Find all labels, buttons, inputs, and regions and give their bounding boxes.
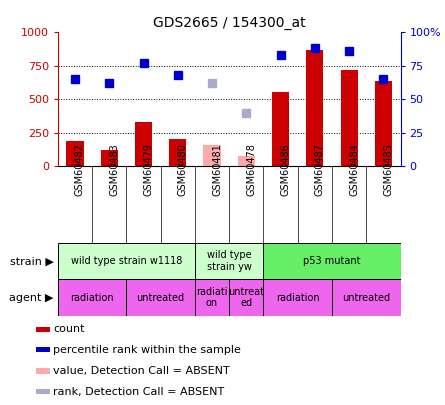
Bar [203, 145, 221, 166]
Text: untreated: untreated [342, 293, 390, 303]
Text: p53 mutant: p53 mutant [303, 256, 361, 266]
Text: GSM60478: GSM60478 [247, 143, 256, 196]
Bar [375, 81, 392, 166]
Text: strain ▶: strain ▶ [9, 256, 53, 266]
Text: agent ▶: agent ▶ [9, 293, 53, 303]
Bar [332, 279, 400, 316]
Text: percentile rank within the sample: percentile rank within the sample [53, 345, 241, 355]
Bar [195, 279, 229, 316]
Text: GSM60485: GSM60485 [384, 143, 393, 196]
Bar [306, 50, 324, 166]
Text: GSM60486: GSM60486 [281, 143, 291, 196]
Bar [36, 389, 50, 394]
Bar [340, 70, 358, 166]
Text: wild type
strain yw: wild type strain yw [207, 250, 251, 272]
Text: count: count [53, 324, 85, 334]
Text: GSM60481: GSM60481 [212, 143, 222, 196]
Bar [238, 156, 255, 166]
Text: GSM60479: GSM60479 [143, 143, 154, 196]
Text: untreated: untreated [137, 293, 185, 303]
Text: radiation: radiation [276, 293, 320, 303]
Text: radiation: radiation [70, 293, 114, 303]
Bar [36, 369, 50, 374]
Bar [263, 243, 400, 279]
Title: GDS2665 / 154300_at: GDS2665 / 154300_at [153, 16, 305, 30]
Bar [36, 347, 50, 352]
Bar [135, 122, 152, 166]
Text: GSM60484: GSM60484 [349, 143, 359, 196]
Bar [101, 150, 118, 166]
Bar [272, 92, 289, 166]
Bar [36, 326, 50, 332]
Bar [169, 139, 186, 166]
Bar [126, 279, 195, 316]
Text: untreat
ed: untreat ed [228, 287, 264, 309]
Text: GSM60480: GSM60480 [178, 143, 188, 196]
Bar [263, 279, 332, 316]
Bar [58, 279, 126, 316]
Text: GSM60487: GSM60487 [315, 143, 325, 196]
Bar [195, 243, 263, 279]
Bar [229, 279, 263, 316]
Bar [58, 243, 195, 279]
Text: wild type strain w1118: wild type strain w1118 [71, 256, 182, 266]
Text: rank, Detection Call = ABSENT: rank, Detection Call = ABSENT [53, 387, 224, 396]
Text: radiati
on: radiati on [196, 287, 228, 309]
Text: GSM60483: GSM60483 [109, 143, 119, 196]
Text: GSM60482: GSM60482 [75, 143, 85, 196]
Text: value, Detection Call = ABSENT: value, Detection Call = ABSENT [53, 366, 230, 376]
Bar [66, 141, 84, 166]
